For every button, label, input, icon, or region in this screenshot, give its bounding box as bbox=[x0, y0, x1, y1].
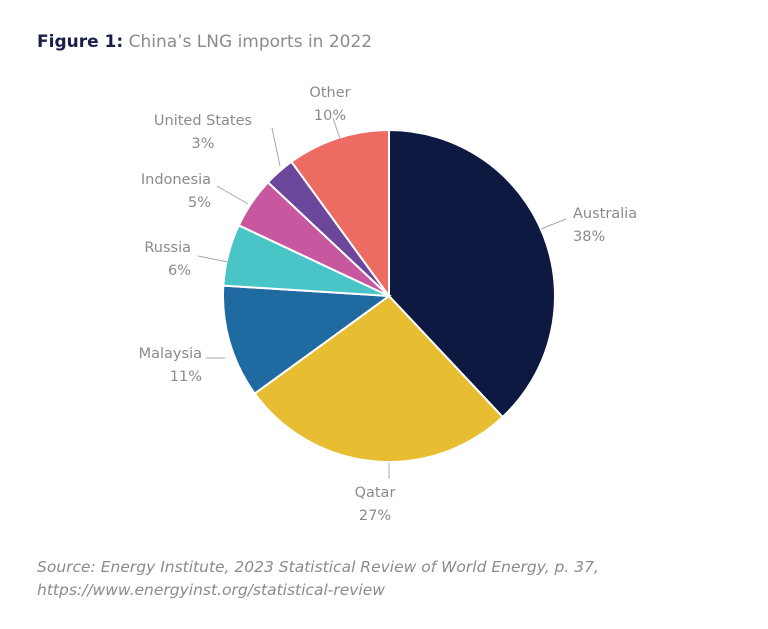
slice-label-name: Russia bbox=[144, 240, 191, 256]
slice-label-name: Other bbox=[309, 85, 350, 101]
slice-label: Russia 6% bbox=[144, 240, 191, 279]
slice-label-value: 27% bbox=[359, 508, 391, 524]
slice-label: Indonesia 5% bbox=[141, 172, 211, 211]
slice-label-value: 3% bbox=[191, 136, 214, 152]
pie-slice-other bbox=[290, 128, 390, 300]
pie-slice-australia bbox=[388, 128, 556, 419]
figure-title: Figure 1: China’s LNG imports in 2022 bbox=[37, 32, 372, 52]
slice-label-name: Australia bbox=[573, 206, 637, 222]
leader-line bbox=[540, 218, 567, 230]
slice-label: Other 10% bbox=[309, 85, 350, 124]
leader-line bbox=[332, 117, 341, 140]
figure-number: Figure 1: bbox=[37, 32, 124, 52]
slice-label-name: Qatar bbox=[355, 485, 396, 501]
slice-label: Qatar 27% bbox=[355, 485, 396, 524]
slice-label-value: 11% bbox=[170, 369, 202, 385]
leader-line bbox=[197, 255, 229, 263]
source-line-2: https://www.energyinst.org/statistical-r… bbox=[37, 581, 385, 599]
slice-label-name: Malaysia bbox=[139, 346, 202, 362]
slice-label: United States 3% bbox=[154, 113, 252, 152]
slice-label: Australia 38% bbox=[573, 206, 637, 245]
slice-label-name: Indonesia bbox=[141, 172, 211, 188]
slice-label-name: United States bbox=[154, 113, 252, 129]
figure-title-text: China’s LNG imports in 2022 bbox=[128, 32, 373, 52]
pie-slice-malaysia bbox=[222, 284, 392, 395]
slice-label-value: 5% bbox=[188, 195, 211, 211]
slice-label-value: 38% bbox=[573, 229, 605, 245]
leader-line bbox=[216, 185, 249, 205]
leader-line bbox=[271, 127, 281, 167]
slice-label-value: 10% bbox=[314, 108, 346, 124]
slice-label-value: 6% bbox=[168, 263, 191, 279]
source-line-1: Source: Energy Institute, 2023 Statistic… bbox=[37, 558, 599, 576]
source-note: Source: Energy Institute, 2023 Statistic… bbox=[37, 556, 599, 602]
pie-slice-qatar bbox=[253, 294, 505, 463]
slice-label: Malaysia 11% bbox=[139, 346, 202, 385]
